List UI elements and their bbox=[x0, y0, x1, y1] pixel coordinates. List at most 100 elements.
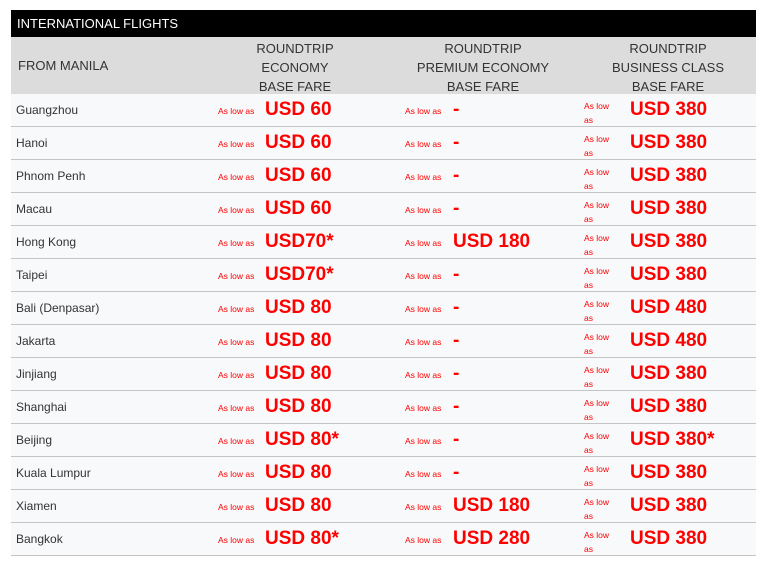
table-row: Bangkok As low as USD 80* As low as USD 280 A… bbox=[11, 523, 756, 556]
as-low-as-label: As low as bbox=[218, 403, 255, 413]
economy-fare: USD 80 bbox=[265, 297, 332, 318]
economy-fare: USD 80 bbox=[265, 462, 332, 483]
as-low-as-label: As low as bbox=[405, 304, 442, 314]
table-row: Jinjiang As low as USD 80 As low as - As low … bbox=[11, 358, 756, 391]
business-fare: USD 380 bbox=[630, 99, 708, 120]
business-fare: USD 380 bbox=[630, 132, 708, 153]
table-row: Kuala Lumpur As low as USD 80 As low as - As … bbox=[11, 457, 756, 490]
economy-fare: USD 60 bbox=[265, 165, 332, 186]
premium-fare: - bbox=[453, 132, 460, 153]
city-name: Hong Kong bbox=[16, 235, 77, 249]
header-premium: ROUNDTRIP PREMIUM ECONOMY BASE FARE bbox=[403, 39, 563, 96]
fares-table: INTERNATIONAL FLIGHTS FROM MANILA ROUNDT… bbox=[11, 10, 756, 556]
business-fare: USD 380 bbox=[630, 462, 708, 483]
city-name: Jakarta bbox=[16, 334, 56, 348]
as-low-as-label: As low as bbox=[218, 106, 255, 116]
header-line: ECONOMY bbox=[261, 60, 329, 75]
header-line: ROUNDTRIP bbox=[256, 41, 334, 56]
as-low-as-label: As low as bbox=[405, 238, 442, 248]
premium-fare: - bbox=[453, 429, 460, 450]
economy-fare: USD 60 bbox=[265, 132, 332, 153]
as-low-as-label: As low as bbox=[584, 134, 610, 158]
table-row: Shanghai As low as USD 80 As low as - As low … bbox=[11, 391, 756, 424]
city-name: Macau bbox=[16, 202, 53, 216]
economy-fare: USD 60 bbox=[265, 99, 332, 120]
as-low-as-label: As low as bbox=[218, 535, 255, 545]
premium-fare: - bbox=[453, 363, 460, 384]
as-low-as-label: As low as bbox=[405, 535, 442, 545]
table-row: Xiamen As low as USD 80 As low as USD 180 As … bbox=[11, 490, 756, 523]
as-low-as-label: As low as bbox=[218, 172, 255, 182]
premium-fare: - bbox=[453, 297, 460, 318]
business-fare: USD 380 bbox=[630, 264, 708, 285]
premium-fare: - bbox=[453, 330, 460, 351]
as-low-as-label: As low as bbox=[405, 205, 442, 215]
economy-fare: USD70* bbox=[265, 231, 334, 252]
as-low-as-label: As low as bbox=[584, 233, 610, 257]
economy-fare: USD 80 bbox=[265, 330, 332, 351]
header-line: ROUNDTRIP bbox=[444, 41, 522, 56]
table-row: Bali (Denpasar) As low as USD 80 As low as -… bbox=[11, 292, 756, 325]
city-name: Bali (Denpasar) bbox=[16, 301, 100, 315]
city-name: Guangzhou bbox=[16, 103, 79, 117]
as-low-as-label: As low as bbox=[584, 431, 610, 455]
as-low-as-label: As low as bbox=[218, 238, 255, 248]
city-name: Jinjiang bbox=[16, 367, 57, 381]
as-low-as-label: As low as bbox=[584, 398, 610, 422]
city-name: Hanoi bbox=[16, 136, 48, 150]
city-name: Xiamen bbox=[16, 499, 57, 513]
table-row: Jakarta As low as USD 80 As low as - As low a… bbox=[11, 325, 756, 358]
as-low-as-label: As low as bbox=[405, 403, 442, 413]
as-low-as-label: As low as bbox=[584, 167, 610, 191]
as-low-as-label: As low as bbox=[405, 271, 442, 281]
table-body: Guangzhou As low as USD 60 As low as - As low… bbox=[11, 94, 756, 556]
table-row: Beijing As low as USD 80* As low as - As low … bbox=[11, 424, 756, 457]
business-fare: USD 380 bbox=[630, 363, 708, 384]
as-low-as-label: As low as bbox=[218, 205, 255, 215]
as-low-as-label: As low as bbox=[218, 436, 255, 446]
as-low-as-label: As low as bbox=[218, 337, 255, 347]
business-fare: USD 380 bbox=[630, 396, 708, 417]
as-low-as-label: As low as bbox=[405, 436, 442, 446]
header-line: ROUNDTRIP bbox=[629, 41, 707, 56]
table-header: FROM MANILA ROUNDTRIP ECONOMY BASE FARE … bbox=[11, 37, 756, 94]
business-fare: USD 380 bbox=[630, 198, 708, 219]
as-low-as-label: As low as bbox=[405, 370, 442, 380]
economy-fare: USD70* bbox=[265, 264, 334, 285]
city-name: Shanghai bbox=[16, 400, 67, 414]
city-name: Kuala Lumpur bbox=[16, 466, 91, 480]
header-line: BASE FARE bbox=[631, 79, 705, 94]
business-fare: USD 380 bbox=[630, 231, 708, 252]
as-low-as-label: As low as bbox=[584, 266, 610, 290]
as-low-as-label: As low as bbox=[218, 271, 255, 281]
economy-fare: USD 80* bbox=[265, 429, 339, 450]
as-low-as-label: As low as bbox=[405, 172, 442, 182]
as-low-as-label: As low as bbox=[218, 502, 255, 512]
economy-fare: USD 80 bbox=[265, 363, 332, 384]
table-row: Macau As low as USD 60 As low as - As low as U… bbox=[11, 193, 756, 226]
as-low-as-label: As low as bbox=[584, 101, 610, 125]
business-fare: USD 480 bbox=[630, 297, 708, 318]
city-name: Bangkok bbox=[16, 532, 63, 546]
premium-fare: USD 180 bbox=[453, 495, 531, 516]
economy-fare: USD 80 bbox=[265, 396, 332, 417]
table-row: Hanoi As low as USD 60 As low as - As low as U… bbox=[11, 127, 756, 160]
business-fare: USD 380 bbox=[630, 528, 708, 549]
header-line: BUSINESS CLASS bbox=[612, 60, 724, 75]
table-row: Hong Kong As low as USD70* As low as USD 180… bbox=[11, 226, 756, 259]
premium-fare: - bbox=[453, 462, 460, 483]
city-name: Beijing bbox=[16, 433, 53, 447]
as-low-as-label: As low as bbox=[584, 497, 610, 521]
as-low-as-label: As low as bbox=[584, 200, 610, 224]
business-fare: USD 480 bbox=[630, 330, 708, 351]
business-fare: USD 380* bbox=[630, 429, 715, 450]
as-low-as-label: As low as bbox=[405, 139, 442, 149]
city-name: Phnom Penh bbox=[16, 169, 86, 183]
header-line: PREMIUM ECONOMY bbox=[416, 60, 550, 75]
table-row: Phnom Penh As low as USD 60 As low as - As lo… bbox=[11, 160, 756, 193]
as-low-as-label: As low as bbox=[405, 337, 442, 347]
header-line: BASE FARE bbox=[446, 79, 520, 94]
premium-fare: USD 180 bbox=[453, 231, 531, 252]
economy-fare: USD 80 bbox=[265, 495, 332, 516]
as-low-as-label: As low as bbox=[218, 370, 255, 380]
